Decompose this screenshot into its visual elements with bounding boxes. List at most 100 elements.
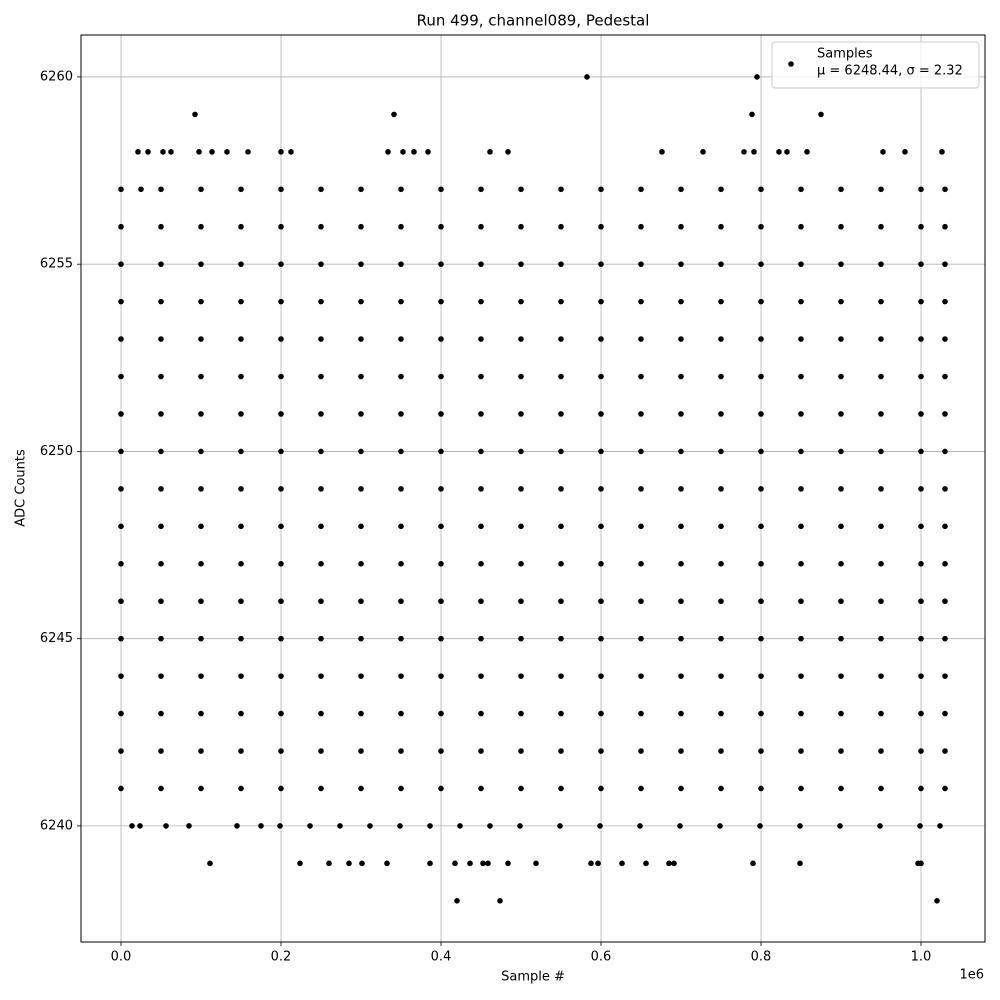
point: [750, 860, 756, 867]
point: [838, 523, 844, 530]
point: [398, 223, 404, 230]
point: [598, 411, 604, 417]
chart-title: Run 499, channel089, Pedestal: [417, 12, 650, 30]
point: [638, 261, 644, 267]
point: [238, 448, 244, 455]
point: [358, 186, 364, 193]
point: [238, 560, 244, 567]
point: [533, 860, 539, 867]
point: [942, 448, 948, 455]
point: [718, 560, 724, 567]
point: [758, 186, 764, 193]
point: [918, 261, 924, 267]
point: [318, 560, 324, 567]
point: [838, 673, 844, 679]
point: [391, 111, 397, 118]
point: [278, 635, 284, 642]
point: [878, 336, 884, 342]
point: [118, 635, 124, 642]
point: [258, 823, 264, 829]
point: [158, 186, 164, 193]
point: [278, 448, 284, 455]
point: [678, 261, 684, 267]
point: [518, 261, 524, 267]
point: [918, 560, 924, 567]
point: [942, 635, 948, 642]
point: [400, 149, 406, 155]
point: [288, 149, 294, 155]
point: [118, 448, 124, 455]
x-tick-label: 1.0: [911, 950, 932, 965]
point: [918, 785, 924, 792]
point: [278, 186, 284, 193]
point: [718, 298, 724, 305]
point: [478, 486, 484, 492]
point: [837, 823, 843, 829]
point: [238, 710, 244, 717]
point: [358, 223, 364, 230]
point: [678, 598, 684, 605]
point: [186, 823, 192, 829]
point: [278, 336, 284, 342]
point: [158, 748, 164, 754]
point: [238, 223, 244, 230]
point: [278, 673, 284, 679]
point: [638, 486, 644, 492]
point: [278, 748, 284, 754]
point: [749, 111, 755, 118]
point: [598, 710, 604, 717]
point: [758, 598, 764, 605]
point: [638, 298, 644, 305]
point: [798, 411, 804, 417]
point: [638, 411, 644, 417]
legend: Samples μ = 6248.44, σ = 2.32: [771, 41, 980, 89]
point: [425, 149, 431, 155]
point: [598, 186, 604, 193]
point: [198, 785, 204, 792]
x-offset-label: 1e6: [959, 968, 984, 983]
point: [838, 785, 844, 792]
point: [838, 411, 844, 417]
point: [158, 448, 164, 455]
point: [678, 560, 684, 567]
point: [358, 261, 364, 267]
point: [758, 223, 764, 230]
point: [358, 448, 364, 455]
point: [478, 373, 484, 380]
point: [158, 336, 164, 342]
point: [118, 186, 124, 193]
point: [598, 560, 604, 567]
point: [478, 223, 484, 230]
point: [478, 261, 484, 267]
point: [163, 823, 169, 829]
point: [158, 298, 164, 305]
point: [942, 411, 948, 417]
point: [196, 149, 202, 155]
point: [158, 560, 164, 567]
point: [918, 598, 924, 605]
point: [717, 823, 723, 829]
point: [198, 411, 204, 417]
point: [326, 860, 332, 867]
point: [598, 223, 604, 230]
point: [278, 560, 284, 567]
point: [718, 186, 724, 193]
point: [942, 560, 948, 567]
point: [398, 336, 404, 342]
point: [751, 149, 757, 155]
point: [398, 785, 404, 792]
point: [137, 823, 143, 829]
point: [438, 486, 444, 492]
point: [942, 223, 948, 230]
legend-box: [771, 41, 980, 89]
point: [638, 186, 644, 193]
point: [638, 635, 644, 642]
point: [118, 223, 124, 230]
point: [678, 673, 684, 679]
point: [598, 598, 604, 605]
point: [878, 598, 884, 605]
point: [718, 710, 724, 717]
point: [198, 336, 204, 342]
point: [207, 860, 213, 867]
point: [758, 635, 764, 642]
